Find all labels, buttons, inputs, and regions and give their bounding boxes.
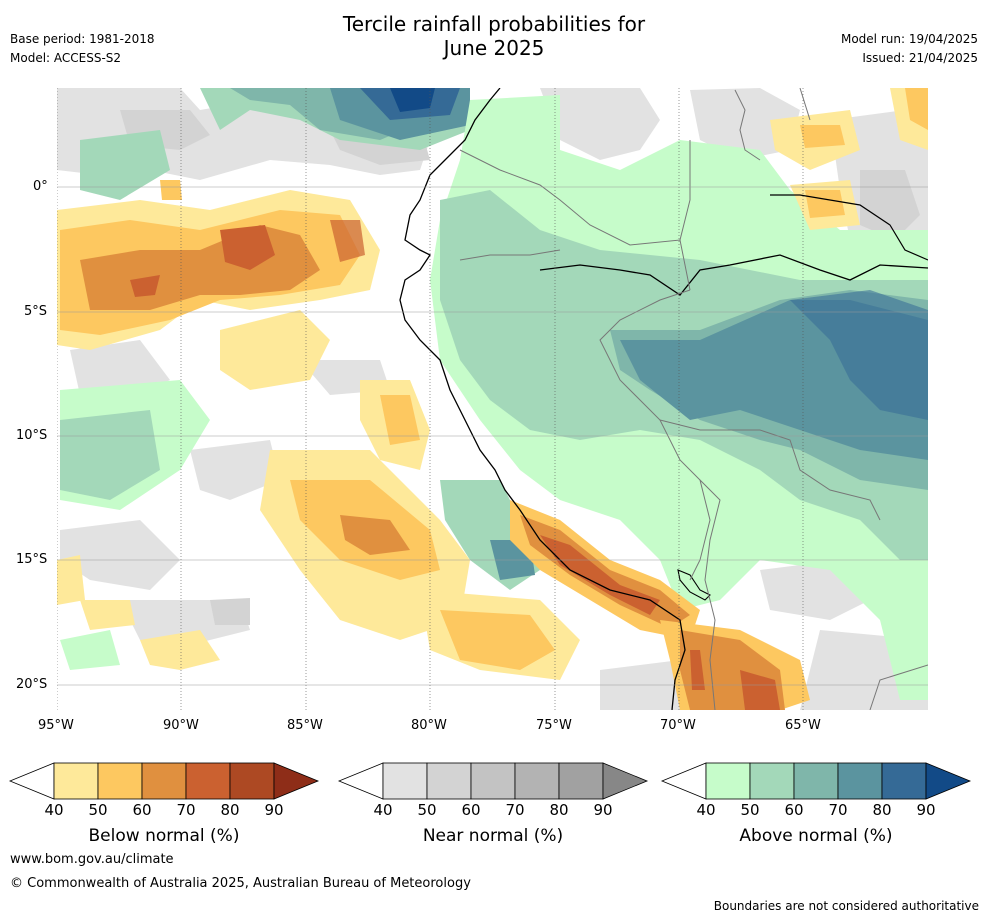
base-period: Base period: 1981-2018 (10, 32, 155, 46)
tick-above-40: 40 (696, 801, 716, 819)
tick-below-60: 60 (132, 801, 152, 819)
footer-url[interactable]: www.bom.gov.au/climate (10, 852, 174, 867)
country-borders (459, 88, 928, 710)
colorbar-near-normal (337, 762, 649, 800)
lon-label-70w: 70°W (660, 718, 696, 733)
issued-date: Issued: 21/04/2025 (862, 51, 978, 65)
tick-above-50: 50 (740, 801, 760, 819)
lon-label-90w: 90°W (163, 718, 199, 733)
lat-label-15s: 15°S (16, 552, 48, 567)
title-line-1: Tercile rainfall probabilities for (342, 12, 646, 36)
near-normal-label: Near normal (%) (422, 826, 564, 846)
lat-label-0: 0° (33, 179, 48, 194)
colorbar-above-normal (660, 762, 972, 800)
lat-label-10s: 10°S (16, 428, 48, 443)
tick-above-70: 70 (828, 801, 848, 819)
tick-near-90: 90 (593, 801, 613, 819)
tick-above-60: 60 (784, 801, 804, 819)
tick-near-50: 50 (417, 801, 437, 819)
lat-label-5s: 5°S (24, 304, 48, 319)
footer-copyright: © Commonwealth of Australia 2025, Austra… (10, 876, 471, 891)
model-name: Model: ACCESS-S2 (10, 51, 122, 65)
lat-label-20s: 20°S (16, 677, 48, 692)
boundary-disclaimer: Boundaries are not considered authoritat… (713, 899, 979, 913)
lon-label-65w: 65°W (785, 718, 821, 733)
tick-below-90: 90 (264, 801, 284, 819)
probability-map (57, 88, 928, 710)
tick-near-70: 70 (505, 801, 525, 819)
northeast-coast (770, 194, 928, 261)
tick-above-80: 80 (872, 801, 892, 819)
map-field (57, 88, 928, 710)
model-run: Model run: 19/04/2025 (840, 32, 978, 46)
lon-label-80w: 80°W (411, 718, 447, 733)
above-normal-label: Above normal (%) (739, 826, 893, 846)
tick-near-40: 40 (373, 801, 393, 819)
tick-below-40: 40 (44, 801, 64, 819)
metadata-left: Base period: 1981-2018 Model: ACCESS-S2 (10, 30, 155, 68)
below-normal-label: Below normal (%) (88, 826, 240, 846)
title-line-2: June 2025 (443, 36, 545, 60)
tick-below-70: 70 (176, 801, 196, 819)
lon-label-85w: 85°W (287, 718, 323, 733)
lon-label-95w: 95°W (38, 718, 74, 733)
tick-below-50: 50 (88, 801, 108, 819)
tick-near-80: 80 (549, 801, 569, 819)
colorbars (8, 762, 972, 800)
lon-label-75w: 75°W (536, 718, 572, 733)
metadata-right: Model run: 19/04/2025 Issued: 21/04/2025 (841, 30, 978, 68)
map-title: Tercile rainfall probabilities for June … (0, 12, 988, 60)
colorbar-below-normal (8, 762, 320, 800)
latitude-lines (57, 186, 928, 686)
tick-above-90: 90 (916, 801, 936, 819)
tick-near-60: 60 (461, 801, 481, 819)
amazon-river (539, 254, 928, 296)
tick-below-80: 80 (220, 801, 240, 819)
